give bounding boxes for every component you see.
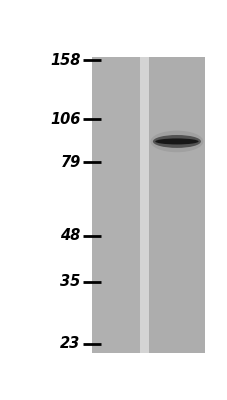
Bar bbox=[92, 57, 139, 353]
Text: 79: 79 bbox=[60, 155, 80, 170]
Text: 35: 35 bbox=[60, 274, 80, 290]
Ellipse shape bbox=[155, 138, 198, 144]
Bar bbox=[139, 57, 148, 353]
Text: 106: 106 bbox=[50, 112, 80, 126]
Ellipse shape bbox=[150, 131, 202, 152]
Text: 23: 23 bbox=[60, 336, 80, 351]
Text: 158: 158 bbox=[50, 53, 80, 68]
Ellipse shape bbox=[152, 135, 200, 148]
Bar bbox=[148, 57, 204, 353]
Text: 48: 48 bbox=[60, 228, 80, 243]
